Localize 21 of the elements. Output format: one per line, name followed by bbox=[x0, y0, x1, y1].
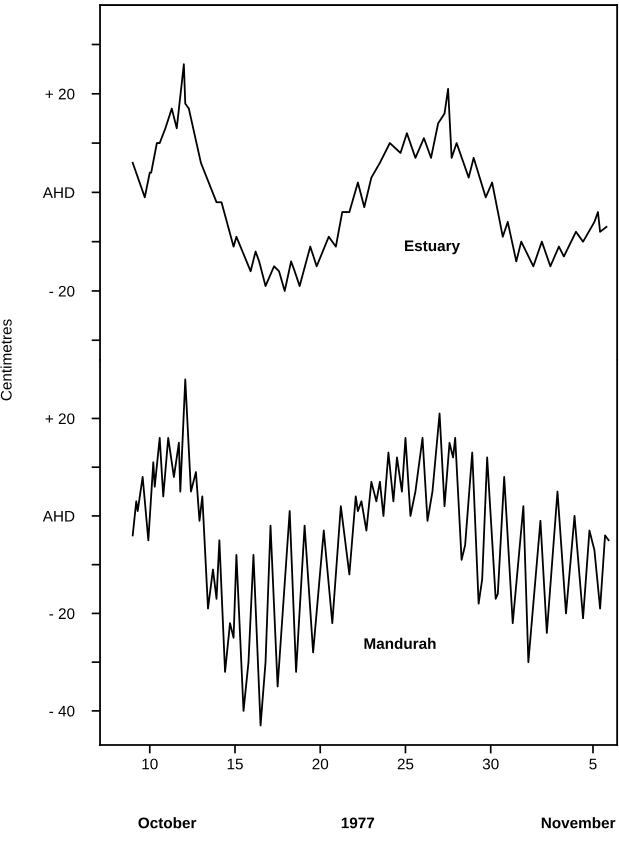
y-tick-label: + 20 bbox=[46, 88, 74, 100]
line-series bbox=[132, 63, 608, 292]
x-tick-label: 30 bbox=[482, 758, 499, 770]
y-tick-label: AHD bbox=[42, 510, 74, 522]
x-tick-label: 25 bbox=[398, 758, 414, 770]
x-tick-label: 20 bbox=[312, 758, 328, 770]
text: 1977 bbox=[342, 818, 374, 828]
text: Mandurah bbox=[364, 638, 436, 649]
y-tick-label: - 20 bbox=[49, 286, 74, 297]
y-tick-label: AHD bbox=[42, 187, 74, 198]
y-tick-label: - 20 bbox=[49, 608, 74, 620]
text: October bbox=[138, 817, 196, 828]
y-tick-label: - 40 bbox=[49, 706, 74, 717]
y-tick-label: + 20 bbox=[46, 413, 74, 424]
line-series bbox=[132, 378, 610, 726]
text: Estuary bbox=[405, 240, 460, 254]
y-axis-title: Centimetres bbox=[0, 319, 12, 400]
text: November bbox=[542, 817, 616, 828]
x-tick-label: 10 bbox=[142, 758, 158, 770]
x-tick-label: 5 bbox=[589, 758, 597, 770]
x-tick-label: 15 bbox=[228, 758, 243, 770]
